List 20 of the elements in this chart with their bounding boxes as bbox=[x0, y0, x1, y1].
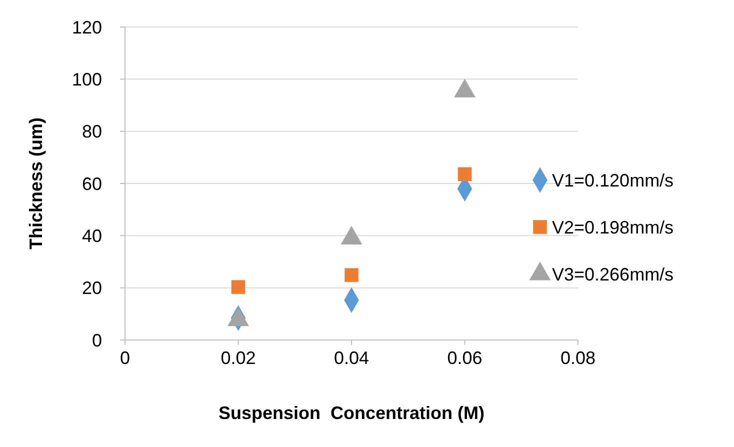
y-tick-label: 120 bbox=[72, 17, 102, 38]
x-tick-label: 0 bbox=[120, 348, 130, 368]
x-tick-label: 0.08 bbox=[560, 348, 596, 368]
x-axis-title: Suspension Concentration (M) bbox=[218, 403, 485, 423]
x-tick-label: 0.06 bbox=[447, 348, 482, 368]
x-tick-label: 0.04 bbox=[334, 348, 370, 368]
point bbox=[344, 268, 358, 282]
y-axis-title: Thickness (um) bbox=[26, 117, 46, 250]
y-tick-label: 80 bbox=[82, 122, 102, 142]
legend-label: V1=0.120mm/s bbox=[552, 170, 674, 190]
y-tick-label: 60 bbox=[82, 174, 102, 194]
point bbox=[458, 167, 472, 181]
point bbox=[231, 280, 246, 294]
y-tick-label: 100 bbox=[72, 69, 102, 90]
legend-label: V2=0.198mm/s bbox=[552, 217, 674, 238]
y-tick-label: 20 bbox=[82, 278, 102, 298]
y-tick-label: 0 bbox=[92, 330, 102, 350]
y-tick-label: 40 bbox=[82, 226, 102, 246]
x-tick-label: 0.02 bbox=[220, 348, 256, 368]
legend-label: V3=0.266mm/s bbox=[552, 264, 674, 284]
